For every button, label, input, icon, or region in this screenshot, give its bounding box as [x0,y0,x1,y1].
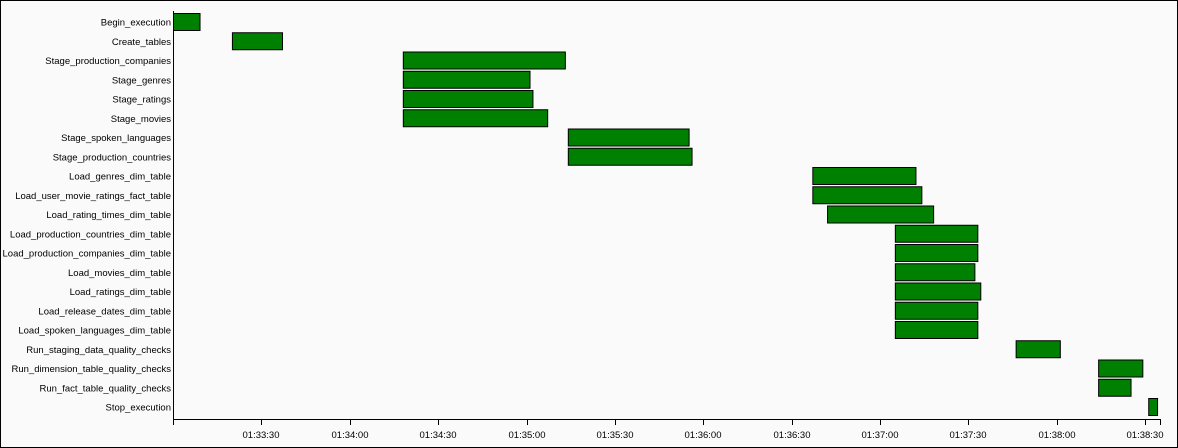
task-bar [231,32,284,51]
x-tick-label: 01:37:00 [862,430,899,441]
task-label: Load_user_movie_ratings_fact_table [15,191,171,202]
task-bar [894,282,982,301]
task-bar [1015,340,1061,359]
task-bar [567,128,690,147]
task-label: Stage_movies [111,114,171,125]
task-label: Load_genres_dim_table [69,172,171,183]
task-label: Stage_production_companies [45,56,171,67]
task-bar [894,224,979,243]
task-bar [1098,359,1144,378]
task-label: Load_rating_times_dim_table [46,210,171,221]
task-label: Load_production_countries_dim_table [10,229,171,240]
task-bar [402,90,534,108]
task-bar [812,167,917,185]
task-bar [402,109,549,128]
task-label: Stage_ratings [112,95,171,106]
task-bar [894,263,976,282]
task-labels: Begin_execution Create_tables Stage_produc… [3,18,172,414]
x-tick-label: 01:34:30 [420,430,457,441]
x-tick-label: 01:38:00 [1039,430,1076,441]
task-bar [894,244,979,262]
task-bar [827,205,935,224]
x-tick-label: 01:35:00 [509,430,546,441]
task-bar [894,301,979,320]
task-bars [173,13,1159,416]
task-label: Run_dimension_table_quality_checks [12,364,172,375]
task-label: Stage_spoken_languages [61,133,171,144]
task-label: Run_staging_data_quality_checks [26,345,171,356]
task-bar [1148,398,1159,416]
task-label: Load_spoken_languages_dim_table [18,326,171,337]
task-label: Load_production_companies_dim_table [3,249,171,260]
task-label: Run_fact_table_quality_checks [39,383,171,394]
task-label: Load_ratings_dim_table [70,287,171,298]
task-label: Load_release_dates_dim_table [38,306,171,317]
task-label: Load_movies_dim_table [68,268,171,279]
task-bar [402,70,531,89]
task-label: Begin_execution [101,18,171,29]
x-tick-label: 01:33:30 [243,430,280,441]
x-tick-label: 01:35:30 [597,430,634,441]
x-tick-label: 01:37:30 [950,430,987,441]
task-label: Stage_production_countries [53,152,172,163]
x-tick-label: 01:38:30 [1127,430,1164,441]
task-label: Stop_execution [106,403,172,414]
x-tick-label: 01:36:30 [774,430,811,441]
task-label: Create_tables [112,37,171,48]
x-tick-label: 01:36:00 [685,430,722,441]
task-bar [1098,378,1132,397]
x-tick-label: 01:34:00 [332,430,369,441]
task-bar [894,321,979,339]
task-bar [402,51,566,70]
task-bar [812,186,923,205]
task-bar [567,147,693,166]
task-label: Stage_genres [112,75,171,86]
task-bar [173,13,201,31]
x-axis-ticks: 01:33:30 01:34:00 01:34:30 01:35:00 01:35:30… [173,419,1164,441]
